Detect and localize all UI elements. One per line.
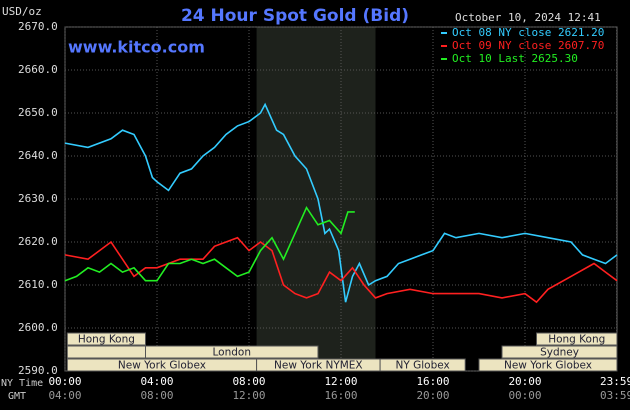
session-box bbox=[501, 345, 618, 359]
x-tick-label: 20:00 bbox=[508, 375, 541, 388]
session-label: New York NYMEX bbox=[274, 360, 363, 372]
session-label: Hong Kong bbox=[78, 334, 135, 346]
session-label: Sydney bbox=[540, 347, 579, 359]
y-tick-label: 2620.0 bbox=[18, 235, 58, 248]
gmt-tick-label: 03:59 bbox=[600, 389, 630, 402]
timestamp: October 10, 2024 12:41 bbox=[455, 11, 601, 24]
y-tick-label: 2590.0 bbox=[18, 364, 58, 377]
y-tick-label: 2610.0 bbox=[18, 278, 58, 291]
legend-label: Oct 10 Last 2625.30 bbox=[452, 52, 578, 65]
y-tick-label: 2660.0 bbox=[18, 63, 58, 76]
session-box bbox=[379, 358, 466, 372]
session-label: New York Globex bbox=[118, 360, 206, 372]
y-tick-label: 2630.0 bbox=[18, 192, 58, 205]
session-label: New York Globex bbox=[504, 360, 592, 372]
shaded-region bbox=[256, 27, 376, 371]
x-tick-label: 04:00 bbox=[140, 375, 173, 388]
series-line bbox=[64, 236, 618, 304]
x-tick-label: 23:59 bbox=[600, 375, 630, 388]
session-box bbox=[536, 332, 618, 346]
session-box bbox=[478, 358, 618, 372]
session-label: NY Globex bbox=[396, 360, 450, 372]
y-tick-label: 2600.0 bbox=[18, 321, 58, 334]
x-row-label: NY Time bbox=[1, 378, 43, 389]
site-label: www.kitco.com bbox=[68, 38, 205, 57]
series-line bbox=[64, 102, 618, 303]
gmt-tick-label: 08:00 bbox=[140, 389, 173, 402]
gmt-tick-label: 04:00 bbox=[48, 389, 81, 402]
x-tick-label: 16:00 bbox=[416, 375, 449, 388]
legend-label: Oct 08 NY close 2621.20 bbox=[452, 26, 604, 39]
x-tick-label: 00:00 bbox=[48, 375, 81, 388]
x-tick-label: 08:00 bbox=[232, 375, 265, 388]
x-row-label: GMT bbox=[8, 391, 26, 402]
y-tick-label: 2650.0 bbox=[18, 106, 58, 119]
y-tick-label: 2670.0 bbox=[18, 20, 58, 33]
gmt-tick-label: 16:00 bbox=[324, 389, 357, 402]
gmt-tick-label: 12:00 bbox=[232, 389, 265, 402]
session-box bbox=[66, 345, 146, 359]
session-label: Hong Kong bbox=[548, 334, 605, 346]
chart-title: 24 Hour Spot Gold (Bid) bbox=[181, 6, 409, 26]
session-box bbox=[66, 332, 146, 346]
legend-label: Oct 09 NY close 2607.70 bbox=[452, 39, 604, 52]
gmt-tick-label: 20:00 bbox=[416, 389, 449, 402]
gmt-tick-label: 00:00 bbox=[508, 389, 541, 402]
y-tick-label: 2640.0 bbox=[18, 149, 58, 162]
y-axis-label: USD/oz bbox=[2, 5, 42, 18]
session-label: London bbox=[213, 347, 252, 359]
series-line bbox=[64, 205, 355, 282]
x-tick-label: 12:00 bbox=[324, 375, 357, 388]
